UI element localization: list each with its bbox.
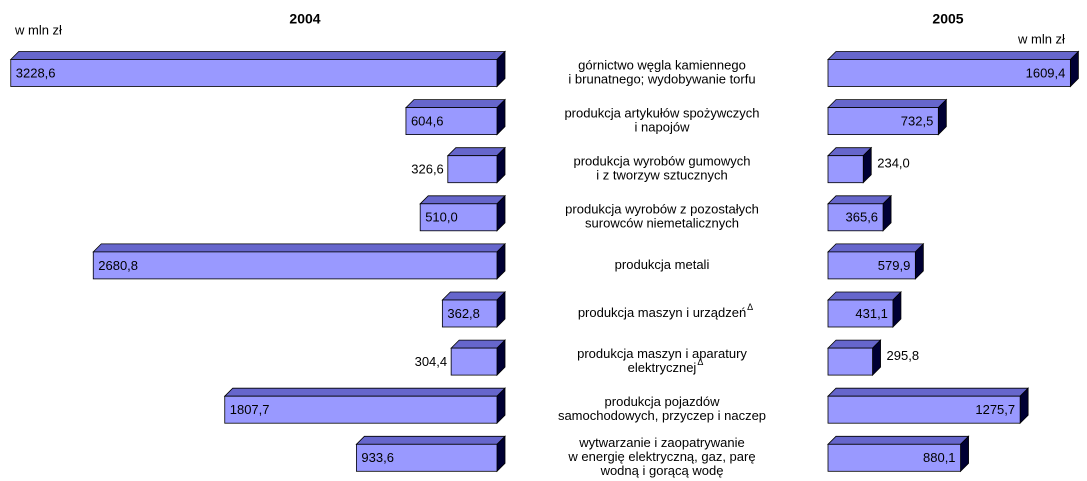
bar (827, 98, 948, 136)
bar (827, 50, 1080, 88)
category-label: produkcja maszyn i aparatury (577, 346, 747, 361)
bar-face (827, 51, 1080, 60)
bar (404, 98, 506, 136)
bar-face (450, 347, 498, 376)
value-label: 2680,8 (98, 258, 138, 273)
value-label: 933,6 (361, 450, 394, 465)
value-label: 365,6 (846, 210, 879, 225)
bar (9, 50, 506, 88)
bar (92, 242, 506, 280)
category-label: produkcja pojazdów (605, 394, 721, 409)
bar (419, 194, 506, 232)
value-label: 362,8 (447, 306, 480, 321)
bar-face (827, 299, 894, 328)
value-label: 732,5 (901, 114, 934, 129)
bar (450, 339, 506, 377)
bar-face (447, 155, 498, 184)
bar (827, 435, 970, 473)
bar-face (441, 291, 506, 301)
bar-face (827, 251, 916, 280)
category-mark: Δ (697, 357, 703, 367)
category-mark: Δ (747, 302, 753, 312)
category-label: produkcja wyrobów z pozostałych (565, 202, 759, 217)
value-label: 234,0 (877, 156, 910, 171)
bar-face (827, 59, 1071, 87)
bar-face (419, 195, 506, 205)
bar (827, 146, 873, 184)
bar-face (9, 51, 506, 60)
series-title: 2005 (932, 11, 963, 27)
bar-face (446, 147, 506, 157)
bar-face (827, 155, 864, 184)
bar-face (441, 299, 498, 328)
value-label: 431,1 (855, 306, 888, 321)
bar-face (827, 395, 1021, 424)
category-label: produkcja metali (615, 257, 710, 272)
value-label: 880,1 (923, 450, 956, 465)
bar (827, 194, 893, 232)
bar-face (450, 339, 506, 349)
value-label: 579,9 (878, 258, 911, 273)
bar (223, 387, 506, 425)
bar (827, 339, 882, 377)
category-label: i z tworzyw sztucznych (596, 168, 727, 183)
value-label: 604,6 (411, 114, 444, 129)
category-label: elektrycznej (628, 360, 697, 375)
bar-face (827, 347, 873, 376)
bar-face (223, 387, 506, 397)
bar-face (405, 107, 498, 135)
category-label: w energię elektryczną, gaz, parę (567, 449, 755, 464)
value-label: 1609,4 (1026, 65, 1066, 80)
bar-face (827, 443, 961, 472)
value-label: 510,0 (425, 210, 458, 225)
bar-face (355, 443, 498, 472)
bar-face (827, 107, 939, 135)
bar (827, 242, 925, 280)
category-label: i napojów (635, 120, 691, 135)
unit-label: w mln zł (14, 22, 62, 37)
bar-face (827, 435, 970, 445)
value-label: 304,4 (415, 354, 448, 369)
bar-face (224, 395, 498, 424)
category-label: wytwarzanie i zaopatrywanie (578, 435, 744, 450)
category-label: samochodowych, przyczep i naczep (558, 408, 766, 423)
bar-face (92, 243, 506, 253)
category-label: i brunatnego; wydobywanie torfu (568, 71, 755, 86)
category-label: surowców niemetalicznych (585, 216, 739, 231)
series-title: 2004 (289, 11, 320, 27)
bar-face (355, 435, 506, 445)
bar-face (827, 243, 925, 253)
category-label: produkcja wyrobów gumowych (573, 154, 750, 169)
bar-face (419, 203, 498, 232)
bar (355, 435, 506, 473)
bar-face (10, 59, 498, 87)
bar (827, 291, 902, 328)
bar-face (827, 195, 893, 205)
bar-face (827, 387, 1030, 397)
category-label: górnictwo węgla kamiennego (578, 57, 746, 72)
value-label: 3228,6 (16, 65, 56, 80)
bar (441, 291, 506, 328)
bar-face (827, 291, 902, 301)
value-label: 1807,7 (230, 402, 270, 417)
category-label: produkcja artykułów spożywczych (564, 106, 759, 121)
bar-face (827, 339, 882, 349)
unit-label: w mln zł (1017, 31, 1065, 46)
bar (446, 146, 506, 184)
value-label: 295,8 (887, 348, 920, 363)
category-label: wodną i gorącą wodę (600, 463, 724, 478)
value-label: 1275,7 (975, 402, 1015, 417)
bar-face (827, 203, 884, 232)
category-label: produkcja maszyn i urządzeń (578, 305, 746, 320)
value-label: 326,6 (411, 162, 444, 177)
bar-face (827, 99, 948, 108)
bar-face (92, 251, 498, 280)
bar-face (404, 99, 506, 108)
bar (827, 387, 1030, 425)
